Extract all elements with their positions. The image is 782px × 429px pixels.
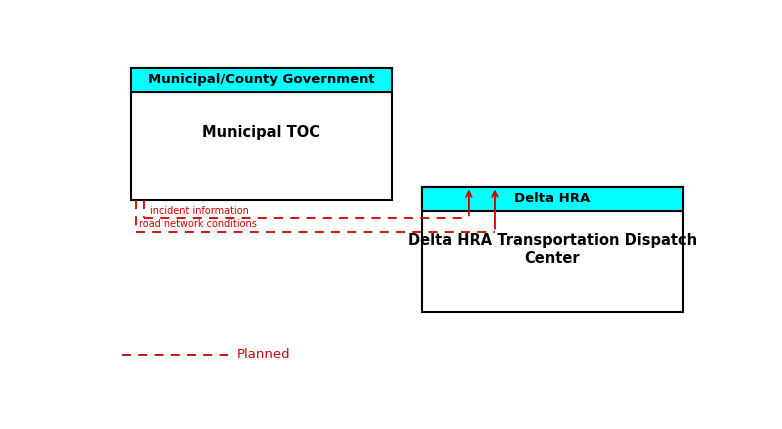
Bar [422, 187, 683, 312]
Text: Delta HRA Transportation Dispatch
Center: Delta HRA Transportation Dispatch Center [407, 233, 697, 266]
Text: Delta HRA: Delta HRA [514, 192, 590, 205]
Text: road network conditions: road network conditions [139, 219, 256, 229]
Text: Municipal TOC: Municipal TOC [203, 125, 321, 140]
Bar [131, 68, 392, 92]
Text: incident information: incident information [150, 205, 249, 216]
Bar [131, 68, 392, 200]
Text: Planned: Planned [237, 348, 291, 361]
Text: Municipal/County Government: Municipal/County Government [148, 73, 375, 86]
Bar [422, 187, 683, 211]
